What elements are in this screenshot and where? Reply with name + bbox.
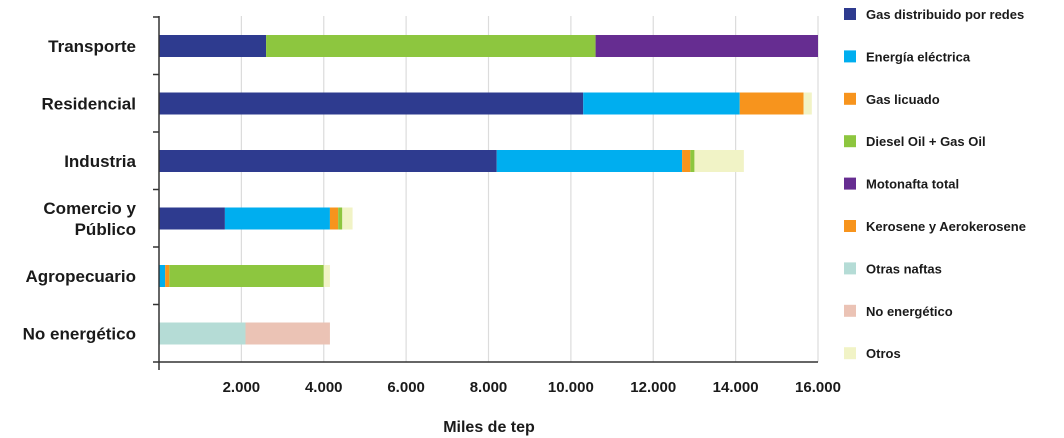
bar-segment — [169, 265, 324, 287]
bar-segment — [159, 265, 166, 287]
bar-segment — [329, 207, 339, 230]
bar-segment — [690, 150, 695, 172]
x-tick-label: 16.000 — [795, 379, 841, 396]
x-axis-title: Miles de tep — [443, 419, 535, 436]
x-tick-label: 14.000 — [713, 379, 759, 396]
legend: Gas distribuido por redes Energía eléctri… — [844, 7, 1026, 361]
legend-swatch — [844, 347, 856, 360]
legend-swatch — [844, 262, 856, 275]
bar-segment — [323, 265, 330, 287]
category-label: Industria — [64, 152, 136, 171]
x-tick-label: 2.000 — [223, 379, 261, 396]
axes — [153, 16, 818, 370]
category-label: Comercio y — [43, 199, 136, 218]
bar-segment — [739, 92, 804, 115]
category-label: Residencial — [42, 95, 137, 114]
bar-segment — [159, 150, 497, 172]
legend-label: Energía eléctrica — [866, 49, 971, 64]
legend-label: Otras naftas — [866, 261, 942, 276]
bar-segment — [496, 150, 683, 172]
bar-segment — [159, 322, 246, 345]
bar-segment — [682, 150, 691, 172]
x-tick-label: 4.000 — [305, 379, 343, 396]
bar-segment — [338, 207, 343, 230]
legend-swatch — [844, 135, 856, 148]
legend-swatch — [844, 304, 856, 317]
x-tick-label: 12.000 — [630, 379, 676, 396]
category-label: No energético — [23, 325, 136, 344]
bar-segment — [266, 35, 596, 57]
legend-label: Motonafta total — [866, 177, 959, 192]
legend-label: Diesel Oil + Gas Oil — [866, 134, 986, 149]
legend-swatch — [844, 50, 856, 63]
x-tick-label: 6.000 — [387, 379, 425, 396]
legend-label: Gas distribuido por redes — [866, 7, 1024, 22]
category-label: Público — [75, 220, 136, 239]
bar-segment — [342, 207, 353, 230]
legend-swatch — [844, 8, 856, 20]
bar-segment — [159, 92, 584, 115]
category-label: Transporte — [48, 37, 136, 56]
bar-segment — [224, 207, 330, 230]
legend-swatch — [844, 92, 856, 105]
legend-label: No energético — [866, 304, 953, 319]
legend-label: Kerosene y Aerokerosene — [866, 219, 1026, 234]
bar-segment — [694, 150, 744, 172]
bar-segment — [583, 92, 740, 115]
legend-swatch — [844, 220, 856, 232]
bar-segment — [159, 207, 225, 230]
x-tick-labels: 2.000 4.000 6.000 8.000 10.000 12.000 14.000 16… — [223, 379, 841, 396]
bars — [159, 35, 818, 345]
category-labels: Transporte Residencial Industria Comercio y… — [23, 37, 137, 344]
legend-label: Otros — [866, 346, 901, 361]
x-tick-label: 10.000 — [548, 379, 594, 396]
x-tick-label: 8.000 — [470, 379, 508, 396]
grid-lines — [240, 16, 819, 362]
bar-segment — [803, 92, 812, 115]
bar-segment — [245, 322, 330, 345]
category-label: Agropecuario — [25, 267, 136, 286]
legend-swatch — [844, 177, 856, 190]
bar-segment — [595, 35, 818, 57]
bar-segment — [159, 35, 267, 57]
legend-label: Gas licuado — [866, 92, 940, 107]
bar-segment — [165, 265, 170, 287]
